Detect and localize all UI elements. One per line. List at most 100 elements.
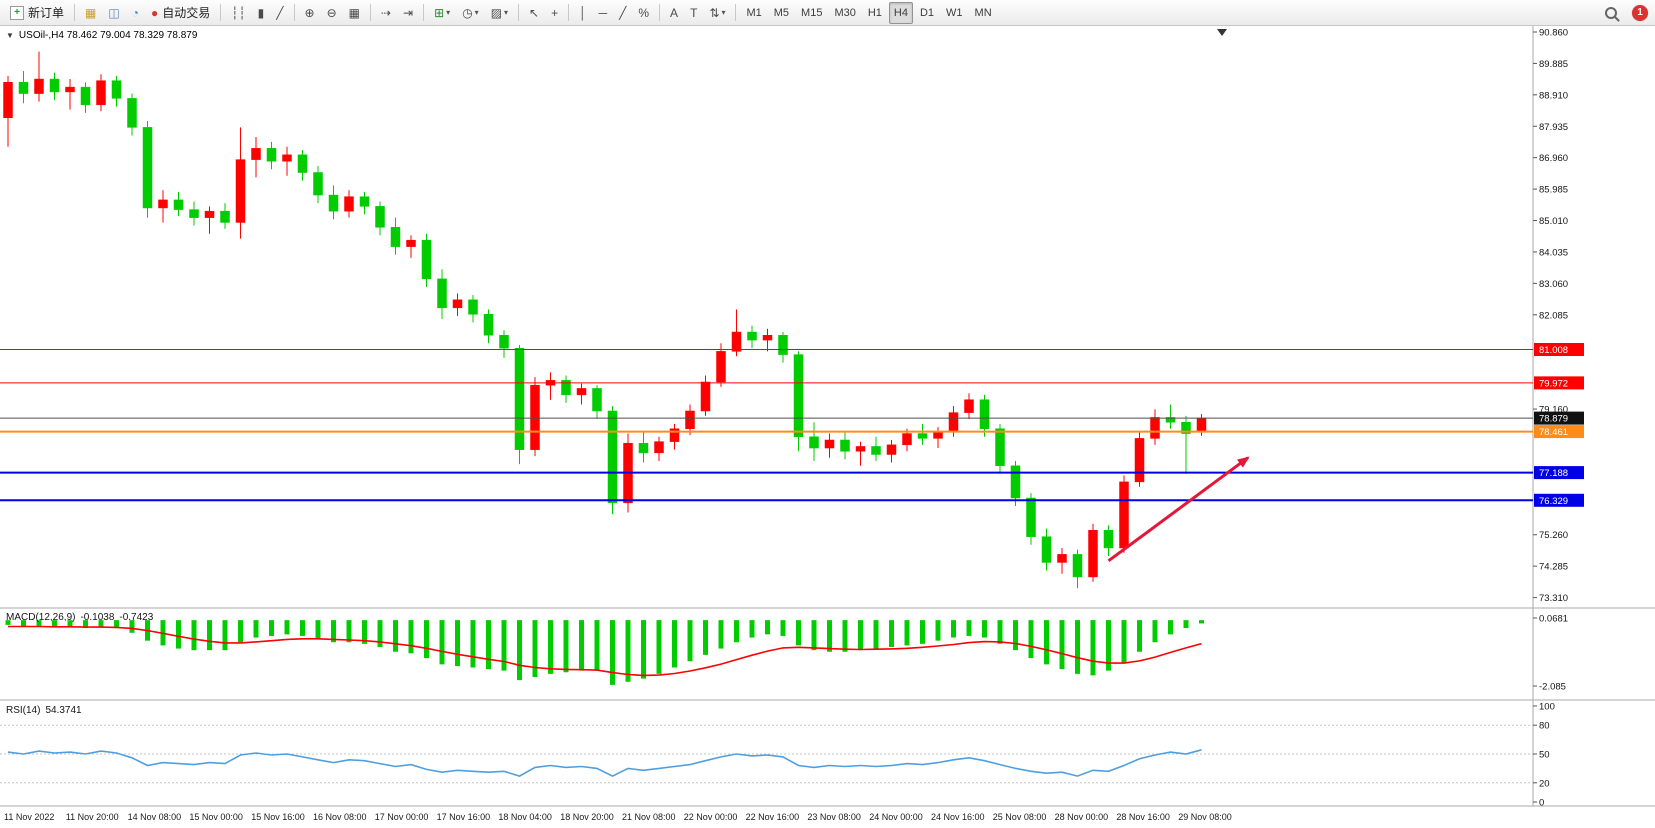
time-tick-label: 17 Nov 00:00 (375, 812, 429, 822)
chart-shift-marker[interactable] (1217, 29, 1227, 36)
tf-h1[interactable]: H1 (863, 2, 887, 24)
price-line-label: 78.461 (1539, 427, 1568, 438)
price-tick-label: 73.310 (1539, 593, 1568, 604)
tf-m30[interactable]: M30 (829, 2, 860, 24)
cursor-button[interactable]: ↖ (524, 2, 544, 24)
time-tick-label: 22 Nov 16:00 (746, 812, 800, 822)
search-button[interactable] (1600, 2, 1622, 24)
terminal-button[interactable]: ◔ (127, 2, 144, 24)
rsi-value: 54.3741 (45, 705, 82, 716)
dropdown-caret-icon: ▾ (721, 8, 726, 17)
indicators-button[interactable]: ⊞ ▾ (429, 2, 455, 24)
vertical-line-icon: │ (579, 5, 587, 20)
price-scale[interactable]: 90.860 89.885 88.910 87.935 86.960 85.985 85.0… (1533, 28, 1584, 605)
chart-canvas[interactable]: 90.860 89.885 88.910 87.935 86.960 85.985 85.0… (0, 26, 1655, 828)
time-tick-label: 16 Nov 08:00 (313, 812, 367, 822)
tile-windows-button[interactable]: ▦ (344, 2, 365, 24)
horizontal-line-button[interactable]: ─ (594, 2, 613, 24)
market-watch-icon: ▦ (85, 5, 97, 20)
toolbar-separator (293, 4, 295, 21)
price-tick-label: 87.935 (1539, 122, 1568, 133)
text-tool-icon: T (690, 5, 698, 20)
time-tick-label: 15 Nov 16:00 (251, 812, 305, 822)
trendline-button[interactable]: ╱ (614, 2, 631, 24)
crosshair-button[interactable]: + (546, 2, 563, 24)
periods-button[interactable]: ◷ ▾ (457, 2, 484, 24)
rsi-label: RSI(14) (6, 705, 41, 716)
time-scale[interactable]: 11 Nov 2022 11 Nov 20:00 14 Nov 08:00 15 No… (4, 812, 1232, 822)
dropdown-caret-icon: ▾ (504, 8, 509, 17)
autotrading-button[interactable]: ● 自动交易 (146, 2, 215, 24)
toolbar-separator (74, 4, 76, 21)
price-tick-label: 86.960 (1539, 153, 1568, 164)
price-tick-label: 88.910 (1539, 90, 1568, 101)
horizontal-line-icon: ─ (598, 5, 608, 20)
time-tick-label: 22 Nov 00:00 (684, 812, 738, 822)
price-line-label-box (1534, 466, 1584, 480)
rsi-title: RSI(14) 54.3741 (6, 705, 87, 716)
text-label-button[interactable]: A (665, 2, 683, 24)
tf-m5[interactable]: M5 (769, 2, 794, 24)
trend-arrow[interactable] (1107, 456, 1250, 563)
dropdown-caret-icon: ▾ (474, 8, 479, 17)
zoom-in-button[interactable]: ⊕ (300, 2, 320, 24)
search-icon (1605, 6, 1617, 19)
chart-title-bar: ▼ USOil-,H4 78.462 79.004 78.329 78.879 (6, 30, 197, 41)
line-chart-button[interactable]: ╱ (271, 2, 288, 24)
tf-w1-label: W1 (946, 6, 963, 19)
new-order-button[interactable]: + 新订单 (5, 2, 69, 24)
cursor-icon: ↖ (529, 5, 540, 20)
chart-area: 90.860 89.885 88.910 87.935 86.960 85.985 85.0… (0, 26, 1655, 828)
price-tick-label: 85.985 (1539, 185, 1568, 196)
candlestick-chart-button[interactable]: ▮ (253, 2, 270, 24)
tf-d1[interactable]: D1 (915, 2, 939, 24)
tf-h4[interactable]: H4 (888, 1, 913, 24)
tf-mn-label: MN (974, 6, 992, 19)
navigator-button[interactable]: ◫ (103, 2, 124, 24)
time-tick-label: 25 Nov 08:00 (993, 812, 1047, 822)
toolbar-separator (518, 4, 520, 21)
terminal-icon: ◔ (131, 5, 139, 20)
one-click-trading-toggle[interactable]: ▼ (6, 30, 14, 40)
macd-signal-value: -0.7423 (119, 612, 154, 623)
autotrading-icon: ● (150, 5, 159, 20)
toolbar-separator (423, 4, 425, 21)
price-tick-label: 89.885 (1539, 59, 1568, 70)
chart-title-text: USOil-,H4 78.462 79.004 78.329 78.879 (18, 30, 198, 41)
rsi-scale-label: 100 (1539, 702, 1555, 713)
time-tick-label: 24 Nov 16:00 (931, 812, 985, 822)
price-line-label-box (1534, 376, 1584, 390)
tf-h4-label: H4 (893, 6, 908, 19)
tf-m15[interactable]: M15 (796, 2, 827, 24)
templates-button[interactable]: ▨ ▾ (486, 2, 513, 24)
price-tick-label: 83.060 (1539, 279, 1568, 290)
price-line-label-box (1534, 342, 1584, 356)
rsi-line (7, 749, 1202, 777)
rsi-scale-label: 20 (1539, 778, 1550, 789)
tf-m30-label: M30 (834, 6, 856, 19)
market-watch-button[interactable]: ▦ (80, 2, 101, 24)
tf-w1[interactable]: W1 (941, 2, 968, 24)
notification-badge[interactable]: 1 (1632, 4, 1648, 21)
chart-shift-button[interactable]: ⇥ (398, 2, 418, 24)
rsi-panel: 100 80 50 20 0 (0, 702, 1555, 809)
tf-h1-label: H1 (867, 6, 882, 19)
zoom-out-icon: ⊖ (326, 5, 337, 20)
crosshair-icon: + (551, 5, 559, 20)
arrows-button[interactable]: ⇅ ▾ (704, 2, 730, 24)
tf-mn[interactable]: MN (970, 2, 997, 24)
time-tick-label: 11 Nov 2022 (4, 812, 54, 822)
candlestick-series (3, 51, 1207, 589)
tf-m15-label: M15 (801, 6, 823, 19)
auto-scroll-button[interactable]: ⇢ (376, 2, 396, 24)
text-tool-button[interactable]: T (685, 2, 702, 24)
candlestick-chart-icon: ▮ (257, 5, 265, 20)
vertical-line-button[interactable]: │ (574, 2, 592, 24)
tf-m1[interactable]: M1 (741, 2, 766, 24)
periods-icon: ◷ (462, 5, 473, 20)
zoom-out-button[interactable]: ⊖ (322, 2, 342, 24)
fibonacci-button[interactable]: % (633, 2, 654, 24)
price-line-label: 76.329 (1539, 496, 1568, 507)
bar-chart-button[interactable]: ┆┆ (226, 2, 250, 24)
